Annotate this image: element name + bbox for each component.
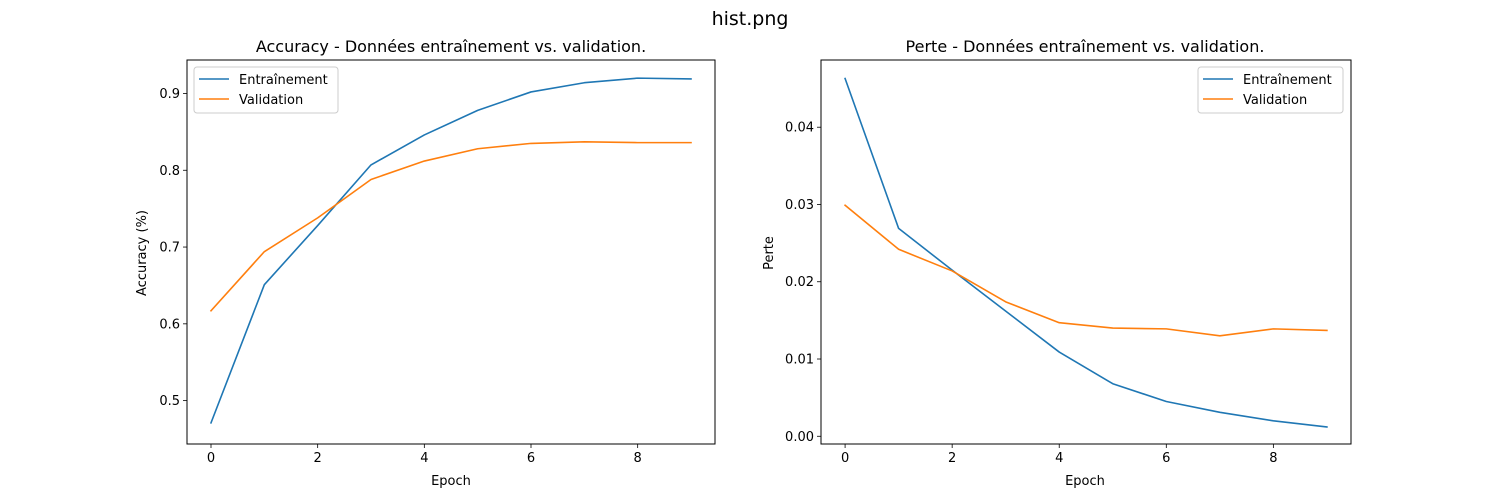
loss-y-tick-label: 0.01 [785,353,814,368]
loss-y-tick-label: 0.03 [785,198,814,213]
accuracy-validation-line [211,142,691,311]
loss-chart: Perte - Données entraînement vs. validat… [762,37,1351,489]
accuracy-x-axis-label: Epoch [431,474,471,489]
accuracy-legend: Entraînement Validation [194,67,338,113]
loss-ticks: 0 2 4 6 8 0.00 0.01 0.02 0.03 0.04 [785,121,1277,466]
loss-y-axis-label: Perte [762,236,777,270]
loss-series-lines [845,79,1327,427]
loss-legend-validation-label: Validation [1243,93,1307,108]
loss-y-tick-label: 0.02 [785,275,814,290]
accuracy-x-tick-label: 6 [527,451,535,466]
loss-chart-title: Perte - Données entraînement vs. validat… [906,37,1265,56]
accuracy-plot-frame [187,60,715,444]
loss-x-tick-label: 8 [1269,451,1277,466]
loss-y-tick-label: 0.04 [785,121,814,136]
accuracy-y-tick-label: 0.8 [159,164,180,179]
loss-legend-train-label: Entraînement [1243,73,1332,88]
accuracy-series-lines [211,78,691,423]
accuracy-y-tick-label: 0.9 [159,87,180,102]
accuracy-ticks: 0 2 4 6 8 0.5 0.6 0.7 0.8 0.9 [159,87,641,466]
accuracy-legend-validation-label: Validation [239,93,303,108]
accuracy-y-tick-label: 0.5 [159,394,180,409]
accuracy-y-tick-label: 0.6 [159,317,180,332]
accuracy-chart-title: Accuracy - Données entraînement vs. vali… [256,37,646,56]
accuracy-chart: Accuracy - Données entraînement vs. vali… [135,37,715,489]
loss-x-tick-label: 6 [1162,451,1170,466]
loss-x-axis-label: Epoch [1065,474,1105,489]
loss-legend: Entraînement Validation [1198,67,1343,113]
accuracy-legend-train-label: Entraînement [239,73,328,88]
accuracy-train-line [211,78,691,423]
loss-plot-frame [821,60,1351,444]
loss-x-tick-label: 2 [948,451,956,466]
accuracy-y-tick-label: 0.7 [159,241,180,256]
loss-validation-line [845,205,1327,336]
loss-x-tick-label: 0 [841,451,849,466]
loss-y-tick-label: 0.00 [785,430,814,445]
accuracy-x-tick-label: 2 [314,451,322,466]
accuracy-x-tick-label: 8 [634,451,642,466]
accuracy-x-tick-label: 0 [207,451,215,466]
loss-x-tick-label: 4 [1055,451,1063,466]
loss-train-line [845,79,1327,427]
accuracy-y-axis-label: Accuracy (%) [135,210,150,296]
figure-suptitle: hist.png [712,8,789,30]
accuracy-x-tick-label: 4 [420,451,428,466]
